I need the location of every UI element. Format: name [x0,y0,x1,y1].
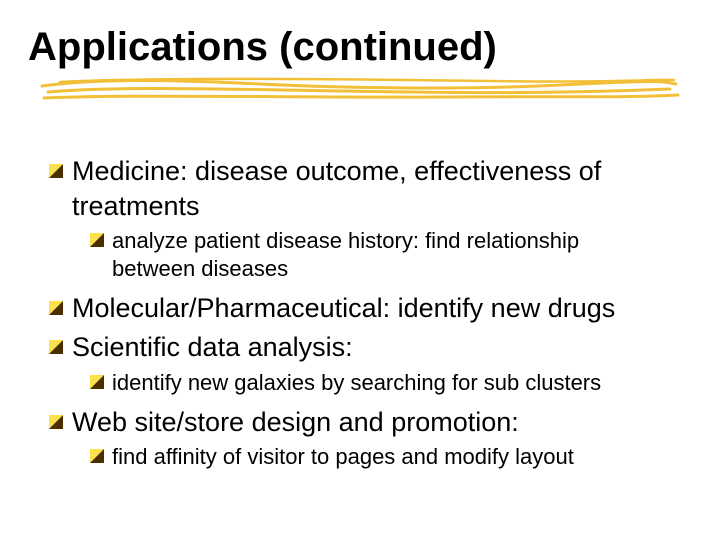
title-wrap: Applications (continued) [28,26,688,68]
bullet-l1: Scientific data analysis: [48,330,668,365]
square-bullet-icon [90,233,104,247]
bullet-l2: find affinity of visitor to pages and mo… [90,443,668,471]
bullet-l1: Web site/store design and promotion: [48,405,668,440]
z-bullet-icon [48,300,64,316]
bullet-text: identify new galaxies by searching for s… [112,369,601,397]
z-bullet-icon [48,339,64,355]
bullet-l1: Medicine: disease outcome, effectiveness… [48,154,668,223]
slide: Applications (continued) Medicine: disea… [0,0,720,540]
bullet-l2: identify new galaxies by searching for s… [90,369,668,397]
bullet-text: Molecular/Pharmaceutical: identify new d… [72,291,615,326]
bullet-text: Web site/store design and promotion: [72,405,519,440]
bullet-text: analyze patient disease history: find re… [112,227,668,283]
content: Medicine: disease outcome, effectiveness… [48,150,668,479]
bullet-l1: Molecular/Pharmaceutical: identify new d… [48,291,668,326]
bullet-text: Scientific data analysis: [72,330,353,365]
square-bullet-icon [90,375,104,389]
square-bullet-icon [90,449,104,463]
z-bullet-icon [48,163,64,179]
bullet-l2: analyze patient disease history: find re… [90,227,668,283]
title-underline [40,76,680,104]
bullet-text: Medicine: disease outcome, effectiveness… [72,154,668,223]
slide-title: Applications (continued) [28,26,688,68]
z-bullet-icon [48,414,64,430]
bullet-text: find affinity of visitor to pages and mo… [112,443,574,471]
